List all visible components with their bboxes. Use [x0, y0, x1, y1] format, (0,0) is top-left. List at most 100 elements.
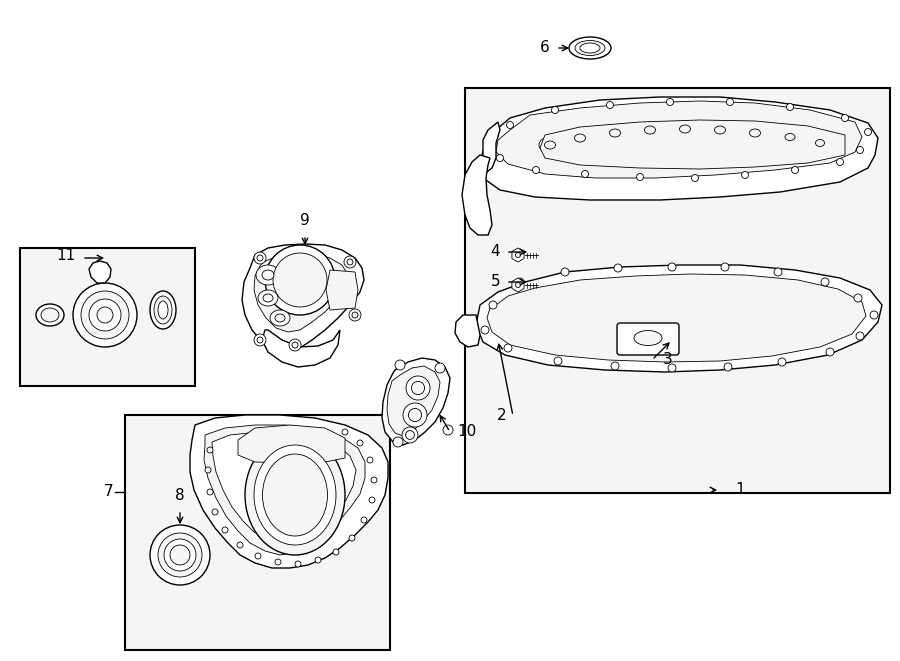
- Ellipse shape: [270, 310, 290, 326]
- Text: 6: 6: [540, 40, 550, 56]
- Circle shape: [257, 255, 263, 261]
- Circle shape: [361, 517, 367, 523]
- Polygon shape: [512, 278, 524, 292]
- Circle shape: [403, 403, 427, 427]
- Circle shape: [295, 561, 301, 567]
- Ellipse shape: [275, 314, 285, 322]
- Circle shape: [821, 278, 829, 286]
- Bar: [125, 415, 390, 650]
- Polygon shape: [89, 261, 111, 283]
- Circle shape: [865, 128, 871, 136]
- Circle shape: [552, 106, 559, 114]
- Polygon shape: [190, 415, 388, 568]
- Circle shape: [406, 376, 430, 400]
- Circle shape: [668, 364, 676, 372]
- Text: 3: 3: [663, 352, 673, 368]
- Ellipse shape: [539, 137, 561, 153]
- Circle shape: [81, 291, 129, 339]
- Circle shape: [489, 301, 497, 309]
- Circle shape: [395, 360, 405, 370]
- Circle shape: [857, 147, 863, 153]
- Circle shape: [73, 283, 137, 347]
- Ellipse shape: [811, 136, 829, 150]
- Polygon shape: [204, 425, 365, 555]
- Polygon shape: [540, 120, 845, 169]
- Ellipse shape: [715, 126, 725, 134]
- Bar: [20, 248, 195, 386]
- Ellipse shape: [575, 40, 605, 56]
- Ellipse shape: [580, 43, 600, 53]
- Circle shape: [668, 263, 676, 271]
- Ellipse shape: [569, 37, 611, 59]
- Circle shape: [516, 282, 520, 288]
- Circle shape: [254, 334, 266, 346]
- Circle shape: [826, 348, 834, 356]
- Circle shape: [726, 98, 734, 106]
- Circle shape: [836, 159, 843, 165]
- Circle shape: [347, 259, 353, 265]
- Circle shape: [791, 167, 798, 173]
- Circle shape: [292, 342, 298, 348]
- Circle shape: [352, 312, 358, 318]
- Text: 8: 8: [176, 488, 184, 503]
- Circle shape: [357, 440, 363, 446]
- Polygon shape: [487, 274, 866, 362]
- Circle shape: [497, 155, 503, 161]
- Circle shape: [349, 535, 355, 541]
- Polygon shape: [238, 425, 345, 463]
- Ellipse shape: [604, 125, 626, 141]
- Polygon shape: [262, 330, 340, 367]
- Circle shape: [333, 549, 339, 555]
- Ellipse shape: [634, 330, 662, 346]
- Circle shape: [255, 553, 261, 559]
- Circle shape: [581, 171, 589, 178]
- Ellipse shape: [256, 265, 280, 285]
- Polygon shape: [512, 248, 524, 262]
- Circle shape: [237, 542, 243, 548]
- Circle shape: [273, 253, 327, 307]
- Circle shape: [721, 263, 729, 271]
- Bar: [465, 88, 890, 493]
- FancyBboxPatch shape: [617, 323, 679, 355]
- Circle shape: [315, 557, 321, 563]
- Circle shape: [611, 362, 619, 370]
- Circle shape: [344, 256, 356, 268]
- Text: 7: 7: [104, 485, 113, 500]
- Circle shape: [554, 357, 562, 365]
- Polygon shape: [242, 244, 364, 352]
- Circle shape: [409, 408, 421, 422]
- Circle shape: [222, 527, 228, 533]
- Polygon shape: [254, 253, 348, 332]
- Ellipse shape: [639, 122, 661, 138]
- Circle shape: [406, 430, 414, 440]
- Text: 9: 9: [300, 213, 310, 228]
- Circle shape: [691, 175, 698, 182]
- Ellipse shape: [154, 296, 172, 324]
- Ellipse shape: [245, 435, 345, 555]
- Ellipse shape: [574, 134, 586, 142]
- Polygon shape: [480, 97, 878, 200]
- Circle shape: [97, 307, 113, 323]
- Circle shape: [275, 559, 281, 565]
- Circle shape: [265, 245, 335, 315]
- Ellipse shape: [785, 134, 795, 141]
- Text: 4: 4: [491, 245, 500, 260]
- Circle shape: [443, 425, 453, 435]
- Ellipse shape: [158, 301, 168, 319]
- Ellipse shape: [262, 270, 274, 280]
- Ellipse shape: [680, 125, 690, 133]
- Polygon shape: [483, 122, 500, 175]
- Ellipse shape: [815, 139, 824, 147]
- Text: 2: 2: [498, 408, 507, 424]
- Ellipse shape: [709, 122, 731, 138]
- Ellipse shape: [263, 294, 273, 302]
- Ellipse shape: [544, 141, 555, 149]
- Circle shape: [164, 539, 196, 571]
- Circle shape: [371, 477, 377, 483]
- Circle shape: [667, 98, 673, 106]
- Circle shape: [212, 509, 218, 515]
- Circle shape: [516, 278, 524, 286]
- Polygon shape: [212, 432, 356, 542]
- Polygon shape: [496, 101, 862, 178]
- Ellipse shape: [41, 308, 59, 322]
